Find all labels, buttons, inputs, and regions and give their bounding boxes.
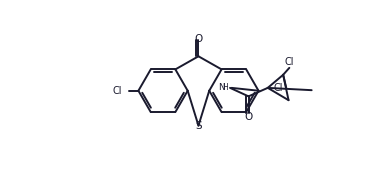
- Text: S: S: [195, 121, 202, 131]
- Text: O: O: [194, 34, 203, 44]
- Text: Cl: Cl: [285, 57, 294, 67]
- Text: O: O: [244, 112, 253, 122]
- Text: H: H: [222, 83, 228, 92]
- Text: N: N: [218, 83, 225, 92]
- Text: Cl: Cl: [273, 83, 283, 93]
- Text: Cl: Cl: [112, 86, 122, 96]
